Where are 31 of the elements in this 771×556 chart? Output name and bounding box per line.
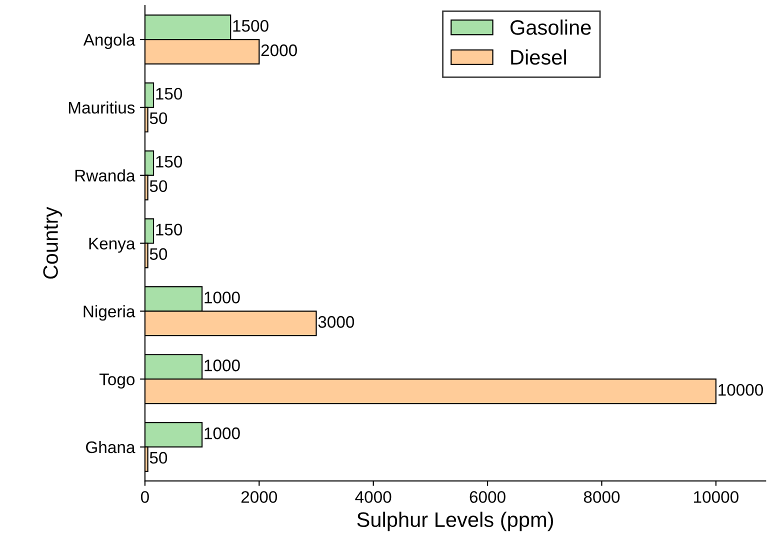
x-axis-title: Sulphur Levels (ppm) [357, 512, 553, 532]
data-label: 1500 [233, 20, 268, 32]
y-tick-label: Togo [99, 374, 135, 389]
data-label: 10000 [718, 384, 764, 396]
legend-label: Gasoline [510, 20, 591, 35]
x-tick-label: 10000 [694, 491, 738, 503]
y-tick-label: Ghana [86, 440, 136, 454]
data-label: 1000 [204, 292, 240, 304]
data-label: 50 [150, 180, 168, 192]
y-tick-label: Kenya [89, 238, 136, 253]
data-label: 1000 [204, 427, 240, 440]
x-tick-label: 2000 [241, 491, 278, 503]
data-label: 3000 [318, 316, 354, 328]
x-tick-label: 6000 [470, 491, 506, 503]
data-label: 2000 [261, 44, 297, 56]
data-label: 50 [150, 248, 168, 260]
data-label: 1000 [204, 360, 240, 372]
y-tick-label: Nigeria [84, 305, 136, 321]
data-label: 150 [156, 224, 182, 236]
x-tick-label: 4000 [355, 491, 392, 503]
x-tick-label: 0 [140, 491, 149, 503]
y-axis-title: Country [43, 206, 62, 279]
legend-label: Diesel [511, 49, 566, 65]
y-tick-label: Rwanda [75, 169, 136, 182]
data-label: 150 [156, 156, 182, 168]
data-label: 150 [156, 88, 182, 100]
data-label: 50 [150, 112, 168, 124]
data-label: 50 [150, 452, 168, 464]
y-tick-label: Angola [83, 33, 136, 50]
x-tick-label: 8000 [584, 491, 620, 503]
y-tick-label: Mauritius [68, 101, 135, 114]
